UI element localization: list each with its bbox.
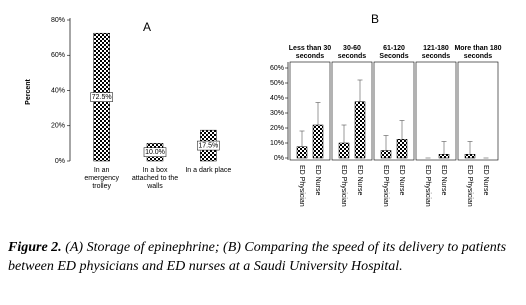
label-box [197, 140, 220, 151]
y-tick-label: 20% [51, 123, 65, 130]
bar [380, 150, 392, 159]
panel-title: 30-60 seconds [337, 45, 367, 60]
y-tick-label: 40% [270, 95, 284, 102]
y-tick-label: 0% [55, 158, 65, 165]
group-label: ED Physician [382, 165, 389, 207]
panel [457, 61, 499, 161]
panel-title: More than 180 seconds [454, 45, 502, 60]
caption-label: Figure 2. [8, 240, 62, 255]
group-label: ED Physician [340, 165, 347, 207]
group-label: ED Nurse [482, 165, 489, 195]
y-tick-label: 0% [274, 155, 284, 162]
panel [373, 61, 415, 161]
y-tick-label: 20% [270, 125, 284, 132]
charts: A Percent B 0% 20% 40% 60% 80% 72.5% 10.0% 17.5… [25, 12, 499, 207]
panel [289, 61, 331, 161]
x-tick-label: In a box attached to the walls [131, 167, 179, 190]
label-box [143, 147, 167, 157]
chart-b-title: B [371, 12, 379, 26]
value-label: 72.5% [92, 94, 112, 101]
group-label: ED Physician [298, 165, 305, 207]
panel-title: Less than 30 seconds [288, 45, 332, 60]
group-label: ED Nurse [314, 165, 321, 195]
y-tick-label: 60% [270, 65, 284, 72]
label-box [90, 92, 113, 102]
group-label: ED Physician [466, 165, 473, 207]
chart-a-title: A [143, 20, 151, 34]
group-label: ED Nurse [356, 165, 363, 195]
bar [438, 154, 450, 159]
bar [354, 101, 366, 159]
panel-title: 121-180 seconds [421, 45, 451, 60]
y-tick-label: 40% [51, 87, 65, 94]
y-tick-label: 50% [270, 80, 284, 87]
caption-text: (A) Storage of epinephrine; (B) Comparin… [8, 240, 507, 274]
bar [396, 139, 408, 159]
x-tick-label: In an emergency trolley [84, 167, 119, 190]
bar [312, 124, 324, 159]
x-tick-label: In a dark place [185, 167, 232, 174]
panel [415, 61, 457, 161]
group-label: ED Nurse [440, 165, 447, 195]
y-tick-label: 80% [51, 17, 65, 24]
value-label: 17.5% [198, 142, 218, 149]
caption: Figure 2. (A) Storage of epinephrine; (B… [8, 238, 520, 276]
value-label: 10.0% [145, 149, 165, 156]
panel-title: 61-120 Seconds [379, 45, 409, 60]
y-tick-label: 30% [270, 110, 284, 117]
panel [331, 61, 373, 161]
bar [338, 142, 350, 159]
bar [296, 146, 308, 159]
group-label: ED Physician [424, 165, 431, 207]
group-label: ED Nurse [398, 165, 405, 195]
y-tick-label: 60% [51, 52, 65, 59]
y-tick-label: 10% [270, 140, 284, 147]
bar [464, 154, 476, 159]
y-axis-label: Percent [25, 78, 32, 104]
